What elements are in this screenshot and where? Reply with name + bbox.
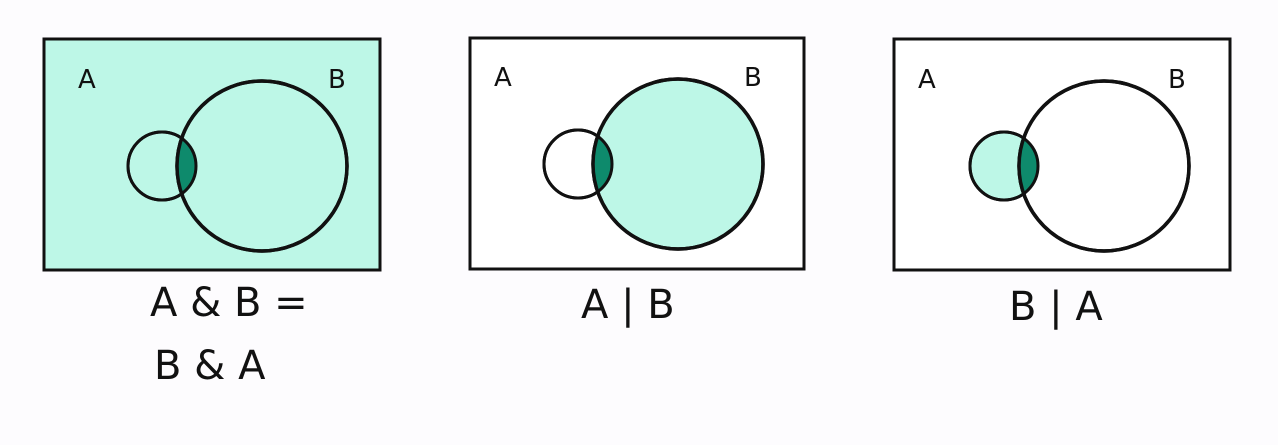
set-a-label: A	[494, 63, 512, 93]
set-b-label: B	[328, 65, 346, 95]
diagram-1-caption-line-2: B & A	[154, 343, 266, 389]
diagram-2-caption: A | B	[581, 282, 675, 328]
set-a-label: A	[78, 65, 96, 95]
set-a-outline	[126, 130, 198, 202]
set-b-label: B	[1168, 65, 1186, 95]
venn-diagram-2: A B	[468, 36, 806, 271]
set-a-label: A	[918, 65, 936, 95]
set-b-outline	[1017, 79, 1191, 253]
set-b-outline	[175, 79, 349, 253]
set-a-outline	[542, 128, 614, 200]
venn-diagram-3: A B	[892, 37, 1232, 272]
set-a-outline	[968, 130, 1040, 202]
diagram-3-caption: B | A	[1009, 284, 1103, 330]
diagram-1-caption-line-1: A & B =	[150, 280, 308, 326]
set-b-label: B	[744, 63, 762, 93]
venn-diagram-1: A B	[42, 37, 382, 272]
set-b-outline	[591, 77, 765, 251]
